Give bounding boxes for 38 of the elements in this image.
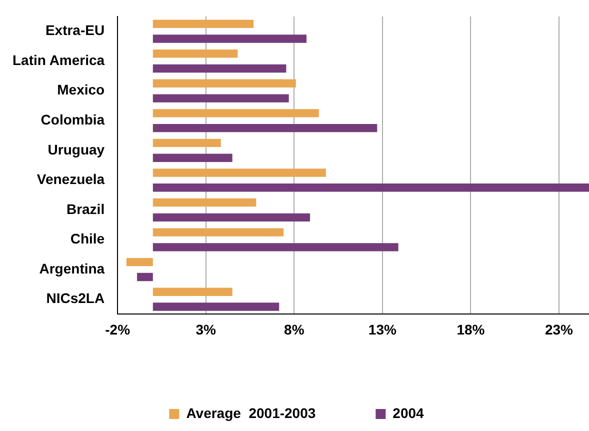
y-tick-label: Venezuela (36, 171, 105, 188)
bar (152, 50, 238, 58)
x-tick-label: 3% (196, 321, 217, 338)
y-tick-label: NICs2LA (46, 290, 105, 306)
bar (126, 258, 153, 266)
bar (152, 124, 378, 132)
bar (137, 272, 153, 282)
bar (152, 64, 286, 73)
y-tick-label: Latin America (12, 52, 105, 68)
bar (152, 168, 326, 177)
bar (152, 228, 284, 236)
y-tick-label: Uruguay (48, 141, 105, 158)
bar (152, 302, 280, 311)
legend-label: 2004 (392, 404, 424, 421)
bar (152, 138, 221, 148)
bar (152, 198, 256, 207)
bar (152, 94, 289, 102)
bar (152, 109, 319, 118)
bar (152, 154, 232, 162)
y-tick-label: Extra-EU (45, 22, 105, 38)
y-tick-label: Mexico (57, 82, 105, 98)
x-tick-label: 8% (284, 321, 305, 338)
x-tick-label: 18% (456, 321, 486, 338)
bar (152, 34, 307, 43)
bar (152, 184, 589, 192)
bar (152, 213, 310, 222)
bar (152, 20, 254, 28)
y-tick-label: Brazil (66, 200, 105, 217)
x-tick-label: 23% (544, 321, 574, 338)
legend-label: Average 2001-2003 (186, 404, 316, 421)
y-tick-label: Argentina (39, 260, 105, 276)
bar (152, 243, 398, 252)
x-tick-label: 13% (368, 321, 397, 338)
bar (152, 79, 296, 88)
y-tick-label: Chile (70, 230, 105, 247)
bar (152, 288, 232, 296)
x-tick-label: -2% (105, 321, 131, 338)
y-tick-label: Colombia (40, 111, 105, 128)
